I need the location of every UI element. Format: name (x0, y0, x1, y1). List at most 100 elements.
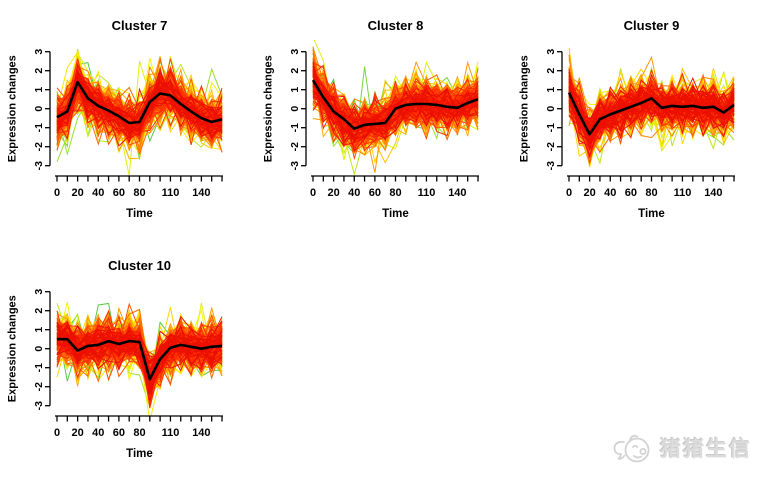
x-tick-label: 110 (162, 187, 180, 199)
y-tick-label: 3 (33, 289, 45, 295)
member-line (568, 93, 735, 138)
member-lines (56, 301, 223, 416)
x-tick-label: 110 (162, 427, 180, 439)
x-axis-label: Time (638, 208, 665, 220)
member-line (56, 79, 223, 132)
member-line (56, 316, 223, 388)
panel-title: Cluster 10 (108, 258, 171, 273)
mean-line (56, 80, 223, 125)
cluster-plot: -3 -2 -1 0 1 2 3 0 20 40 60 80 110 140 Expression chan… (6, 258, 223, 460)
y-tick-label: 3 (33, 49, 45, 55)
y-tick-label: 1 (545, 87, 557, 93)
member-line (56, 74, 223, 143)
member-line (312, 66, 479, 136)
member-lines (312, 40, 479, 176)
x-tick-label: 20 (72, 187, 84, 199)
y-tick-label: 1 (33, 327, 45, 333)
panel-cluster-10: -3 -2 -1 0 1 2 3 0 20 40 60 80 110 140 Expression chan… (0, 240, 256, 480)
y-tick-label: -3 (33, 401, 45, 410)
x-tick-label: 60 (113, 427, 125, 439)
y-tick-label: 2 (33, 68, 45, 74)
y-axis-label: Expression changes (262, 55, 274, 162)
x-tick-label: 40 (92, 427, 104, 439)
y-tick-label: 1 (33, 87, 45, 93)
mean-line (567, 92, 735, 136)
y-tick-label: 3 (289, 49, 301, 55)
member-lines (568, 47, 735, 168)
x-axis-label: Time (126, 448, 153, 460)
y-tick-label: -1 (545, 123, 557, 132)
panel-title: Cluster 9 (624, 18, 680, 33)
y-tick-label: -3 (33, 161, 45, 170)
panel-cluster-8: -3 -2 -1 0 1 2 3 0 20 40 60 80 110 140 Expression chan… (256, 0, 512, 240)
mean-line (57, 337, 223, 381)
y-tick-label: -1 (33, 123, 45, 132)
x-tick-label: 0 (310, 187, 316, 199)
x-tick-label: 140 (192, 187, 210, 199)
panel-title: Cluster 7 (112, 18, 168, 33)
x-tick-label: 20 (328, 187, 340, 199)
x-tick-label: 20 (72, 427, 84, 439)
member-line (568, 71, 735, 144)
y-axis-label: Expression changes (518, 55, 530, 162)
x-axis-label: Time (126, 208, 153, 220)
y-axis-label: Expression changes (6, 55, 18, 162)
cluster-plot: -3 -2 -1 0 1 2 3 0 20 40 60 80 110 140 Expression chan… (6, 18, 223, 220)
member-line (568, 93, 735, 126)
y-tick-label: -3 (289, 161, 301, 170)
member-line (56, 324, 223, 393)
member-line (312, 80, 479, 144)
x-tick-label: 40 (604, 187, 616, 199)
x-axis-label: Time (382, 208, 409, 220)
panel-cluster-7: -3 -2 -1 0 1 2 3 0 20 40 60 80 110 140 Expression chan… (0, 0, 256, 240)
x-tick-label: 140 (192, 427, 210, 439)
y-tick-label: -2 (33, 382, 45, 391)
member-line (568, 96, 735, 140)
y-tick-label: -3 (545, 161, 557, 170)
x-tick-label: 140 (448, 187, 466, 199)
x-tick-label: 20 (584, 187, 596, 199)
y-tick-label: -1 (33, 363, 45, 372)
y-tick-label: -2 (545, 142, 557, 151)
x-tick-label: 0 (54, 187, 60, 199)
member-line (568, 86, 735, 138)
x-tick-label: 80 (645, 187, 657, 199)
x-tick-label: 60 (113, 187, 125, 199)
member-lines (56, 48, 223, 176)
x-tick-label: 60 (625, 187, 637, 199)
y-tick-label: 2 (33, 308, 45, 314)
y-tick-label: 3 (545, 49, 557, 55)
member-line (56, 73, 223, 139)
member-line (312, 65, 479, 139)
x-tick-label: 110 (418, 187, 436, 199)
member-line (568, 87, 735, 158)
member-line (56, 82, 223, 136)
member-line (56, 315, 223, 372)
x-tick-label: 60 (369, 187, 381, 199)
x-tick-label: 40 (348, 187, 360, 199)
cluster-plot: -3 -2 -1 0 1 2 3 0 20 40 60 80 110 140 Expression chan… (262, 18, 479, 220)
y-tick-label: -2 (33, 142, 45, 151)
mean-line (311, 79, 479, 130)
x-tick-label: 40 (92, 187, 104, 199)
panel-cluster-9: -3 -2 -1 0 1 2 3 0 20 40 60 80 110 140 Expression chan… (512, 0, 768, 240)
y-tick-label: 0 (33, 346, 45, 352)
x-tick-label: 140 (704, 187, 722, 199)
y-tick-label: 2 (545, 68, 557, 74)
y-tick-label: 0 (33, 106, 45, 112)
y-axis-label: Expression changes (6, 295, 18, 402)
y-tick-label: -1 (289, 123, 301, 132)
cluster-plot: -3 -2 -1 0 1 2 3 0 20 40 60 80 110 140 Expression chan… (518, 18, 735, 220)
x-tick-label: 110 (674, 187, 692, 199)
x-tick-label: 80 (389, 187, 401, 199)
x-tick-label: 0 (54, 427, 60, 439)
y-tick-label: 0 (545, 106, 557, 112)
y-tick-label: 2 (289, 68, 301, 74)
member-line (312, 94, 479, 124)
x-tick-label: 0 (566, 187, 572, 199)
y-tick-label: 1 (289, 87, 301, 93)
y-tick-label: -2 (289, 142, 301, 151)
y-tick-label: 0 (289, 106, 301, 112)
